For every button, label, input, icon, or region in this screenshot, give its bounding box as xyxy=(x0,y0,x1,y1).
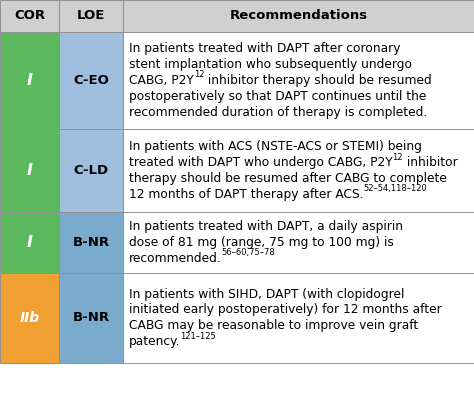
Bar xyxy=(123,32,474,129)
Text: 52–54,118–120: 52–54,118–120 xyxy=(364,184,427,193)
Text: 12 months of DAPT therapy after ACS.: 12 months of DAPT therapy after ACS. xyxy=(129,188,364,201)
Text: inhibitor therapy should be resumed: inhibitor therapy should be resumed xyxy=(204,74,432,87)
Text: I: I xyxy=(27,235,33,250)
Text: In patients treated with DAPT, a daily aspirin: In patients treated with DAPT, a daily a… xyxy=(129,220,403,233)
Bar xyxy=(0,32,59,129)
Text: COR: COR xyxy=(14,9,45,23)
Text: In patients treated with DAPT after coronary: In patients treated with DAPT after coro… xyxy=(129,42,401,55)
Text: patency.: patency. xyxy=(129,335,181,348)
Text: 12: 12 xyxy=(392,153,403,161)
Text: IIb: IIb xyxy=(19,311,40,325)
Text: C-LD: C-LD xyxy=(73,164,109,177)
Text: recommended.: recommended. xyxy=(129,252,222,265)
Text: inhibitor: inhibitor xyxy=(403,156,458,169)
Text: LOE: LOE xyxy=(77,9,105,23)
Bar xyxy=(59,0,123,32)
Text: C-EO: C-EO xyxy=(73,74,109,87)
Text: I: I xyxy=(27,73,33,88)
Text: initiated early postoperatively) for 12 months after: initiated early postoperatively) for 12 … xyxy=(129,303,442,316)
Bar xyxy=(0,212,59,273)
Text: In patients with ACS (NSTE-ACS or STEMI) being: In patients with ACS (NSTE-ACS or STEMI)… xyxy=(129,140,422,153)
Text: I: I xyxy=(27,163,33,178)
Text: 121–125: 121–125 xyxy=(181,331,216,341)
Bar xyxy=(0,273,59,363)
Bar xyxy=(123,0,474,32)
Bar xyxy=(0,0,59,32)
Bar xyxy=(123,212,474,273)
Bar xyxy=(0,129,59,212)
Text: CABG may be reasonable to improve vein graft: CABG may be reasonable to improve vein g… xyxy=(129,319,418,332)
Text: B-NR: B-NR xyxy=(73,236,110,249)
Bar xyxy=(59,129,123,212)
Text: stent implantation who subsequently undergo: stent implantation who subsequently unde… xyxy=(129,58,412,71)
Text: treated with DAPT who undergo CABG, P2Y: treated with DAPT who undergo CABG, P2Y xyxy=(129,156,392,169)
Bar xyxy=(59,273,123,363)
Text: B-NR: B-NR xyxy=(73,311,110,324)
Text: postoperatively so that DAPT continues until the: postoperatively so that DAPT continues u… xyxy=(129,89,426,103)
Text: 12: 12 xyxy=(194,70,204,79)
Text: dose of 81 mg (range, 75 mg to 100 mg) is: dose of 81 mg (range, 75 mg to 100 mg) i… xyxy=(129,236,394,249)
Text: In patients with SIHD, DAPT (with clopidogrel: In patients with SIHD, DAPT (with clopid… xyxy=(129,288,404,301)
Text: therapy should be resumed after CABG to complete: therapy should be resumed after CABG to … xyxy=(129,172,447,185)
Bar xyxy=(59,32,123,129)
Bar xyxy=(123,129,474,212)
Text: recommended duration of therapy is completed.: recommended duration of therapy is compl… xyxy=(129,105,427,119)
Bar xyxy=(59,212,123,273)
Text: CABG, P2Y: CABG, P2Y xyxy=(129,74,194,87)
Text: Recommendations: Recommendations xyxy=(229,9,368,23)
Text: 56–60,75–78: 56–60,75–78 xyxy=(222,248,275,257)
Bar xyxy=(123,273,474,363)
